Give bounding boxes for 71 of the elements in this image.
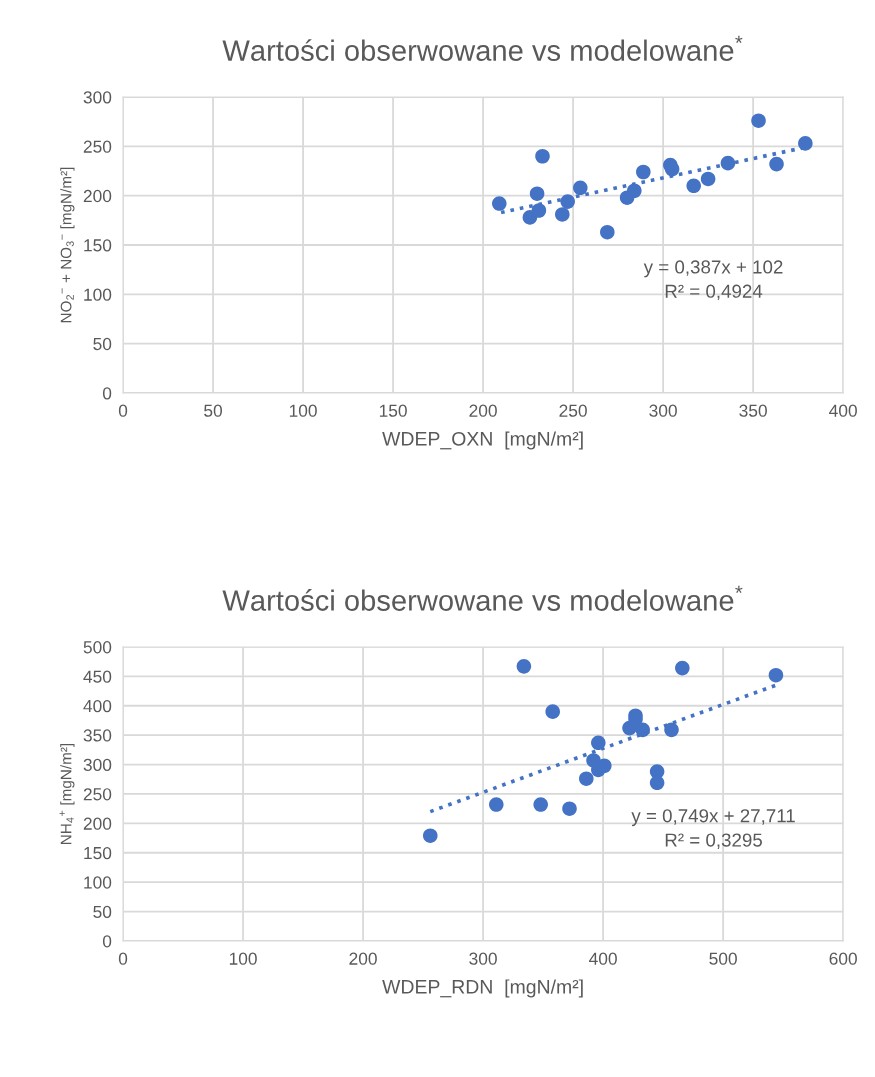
point bbox=[664, 722, 679, 738]
y-tick-label: 200 bbox=[83, 817, 112, 830]
y-tick-label: 150 bbox=[84, 239, 112, 252]
point bbox=[533, 797, 548, 812]
x-tick-label: 350 bbox=[739, 404, 767, 417]
x-tick-label: 250 bbox=[559, 404, 587, 417]
y-axis-title: NH$_{4}$$^{+}$ [mgN/m²] bbox=[59, 743, 75, 844]
point bbox=[492, 196, 507, 211]
x-tick-label: 400 bbox=[589, 952, 617, 965]
annotation: y = 0,749x + 27,711 R² = 0,3295 bbox=[631, 809, 795, 849]
chart-title: Wartości obserwowane vs modelowane$^{*}$ bbox=[222, 35, 743, 61]
point bbox=[675, 660, 690, 676]
x-axis-title: WDEP_RDN [mgN/m²] bbox=[382, 979, 583, 998]
point bbox=[649, 775, 665, 791]
point bbox=[531, 203, 547, 218]
point bbox=[751, 113, 766, 128]
point bbox=[529, 186, 545, 201]
point bbox=[627, 183, 642, 199]
x-tick-label: 300 bbox=[649, 404, 677, 417]
y-tick-label: 200 bbox=[83, 189, 112, 203]
y-tick-label: 100 bbox=[84, 288, 112, 301]
y-tick-label: 50 bbox=[93, 337, 112, 351]
y-tick-label: 250 bbox=[83, 140, 112, 153]
point bbox=[686, 178, 702, 194]
point bbox=[562, 801, 577, 816]
chart-title: Wartości obserwowane vs modelowane$^{*}$ bbox=[222, 585, 743, 611]
y-tick-label: 50 bbox=[93, 905, 112, 919]
y-tick-label: 150 bbox=[84, 846, 112, 860]
x-tick-label: 50 bbox=[204, 404, 223, 417]
point bbox=[545, 704, 560, 719]
point bbox=[489, 797, 504, 812]
point bbox=[700, 171, 716, 187]
point bbox=[769, 156, 784, 172]
x-tick-label: 100 bbox=[289, 404, 317, 417]
y-tick-label: 350 bbox=[83, 729, 112, 742]
x-tick-label: 200 bbox=[469, 404, 497, 417]
y-tick-label: 400 bbox=[83, 699, 112, 713]
y-tick-label: 100 bbox=[84, 876, 112, 889]
point bbox=[422, 828, 438, 843]
y-tick-label: 250 bbox=[83, 788, 112, 801]
point bbox=[720, 155, 736, 171]
y-tick-label: 500 bbox=[83, 641, 112, 654]
y-tick-label: 0 bbox=[102, 935, 112, 948]
x-tick-label: 500 bbox=[709, 952, 737, 965]
point bbox=[591, 735, 606, 751]
x-tick-label: 300 bbox=[469, 952, 497, 965]
point bbox=[573, 180, 588, 196]
point bbox=[516, 659, 532, 674]
point bbox=[635, 722, 650, 738]
x-tick-label: 0 bbox=[118, 404, 128, 417]
y-tick-label: 450 bbox=[83, 670, 112, 683]
point bbox=[560, 194, 575, 209]
annotation: y = 0,387x + 102 R² = 0,4924 bbox=[643, 260, 783, 301]
x-tick-label: 0 bbox=[118, 952, 128, 965]
x-tick-label: 200 bbox=[349, 952, 377, 965]
y-tick-label: 300 bbox=[83, 758, 112, 772]
y-axis-title: NO$_{2}$$^{−}$ + NO$_{3}$$^{−}$ [mgN/m²] bbox=[60, 167, 75, 323]
x-tick-label: 100 bbox=[229, 952, 257, 965]
point bbox=[535, 148, 550, 164]
y-tick-label: 0 bbox=[102, 387, 112, 400]
point bbox=[555, 207, 570, 222]
y-tick-label: 300 bbox=[83, 91, 112, 104]
x-tick-label: 600 bbox=[829, 952, 857, 965]
x-tick-label: 400 bbox=[829, 404, 857, 417]
point bbox=[636, 164, 651, 180]
point bbox=[798, 136, 813, 151]
x-tick-label: 150 bbox=[379, 404, 407, 417]
point bbox=[579, 771, 594, 786]
point bbox=[600, 224, 615, 240]
point bbox=[768, 667, 784, 683]
x-axis-title: WDEP_OXN [mgN/m²] bbox=[382, 431, 583, 450]
